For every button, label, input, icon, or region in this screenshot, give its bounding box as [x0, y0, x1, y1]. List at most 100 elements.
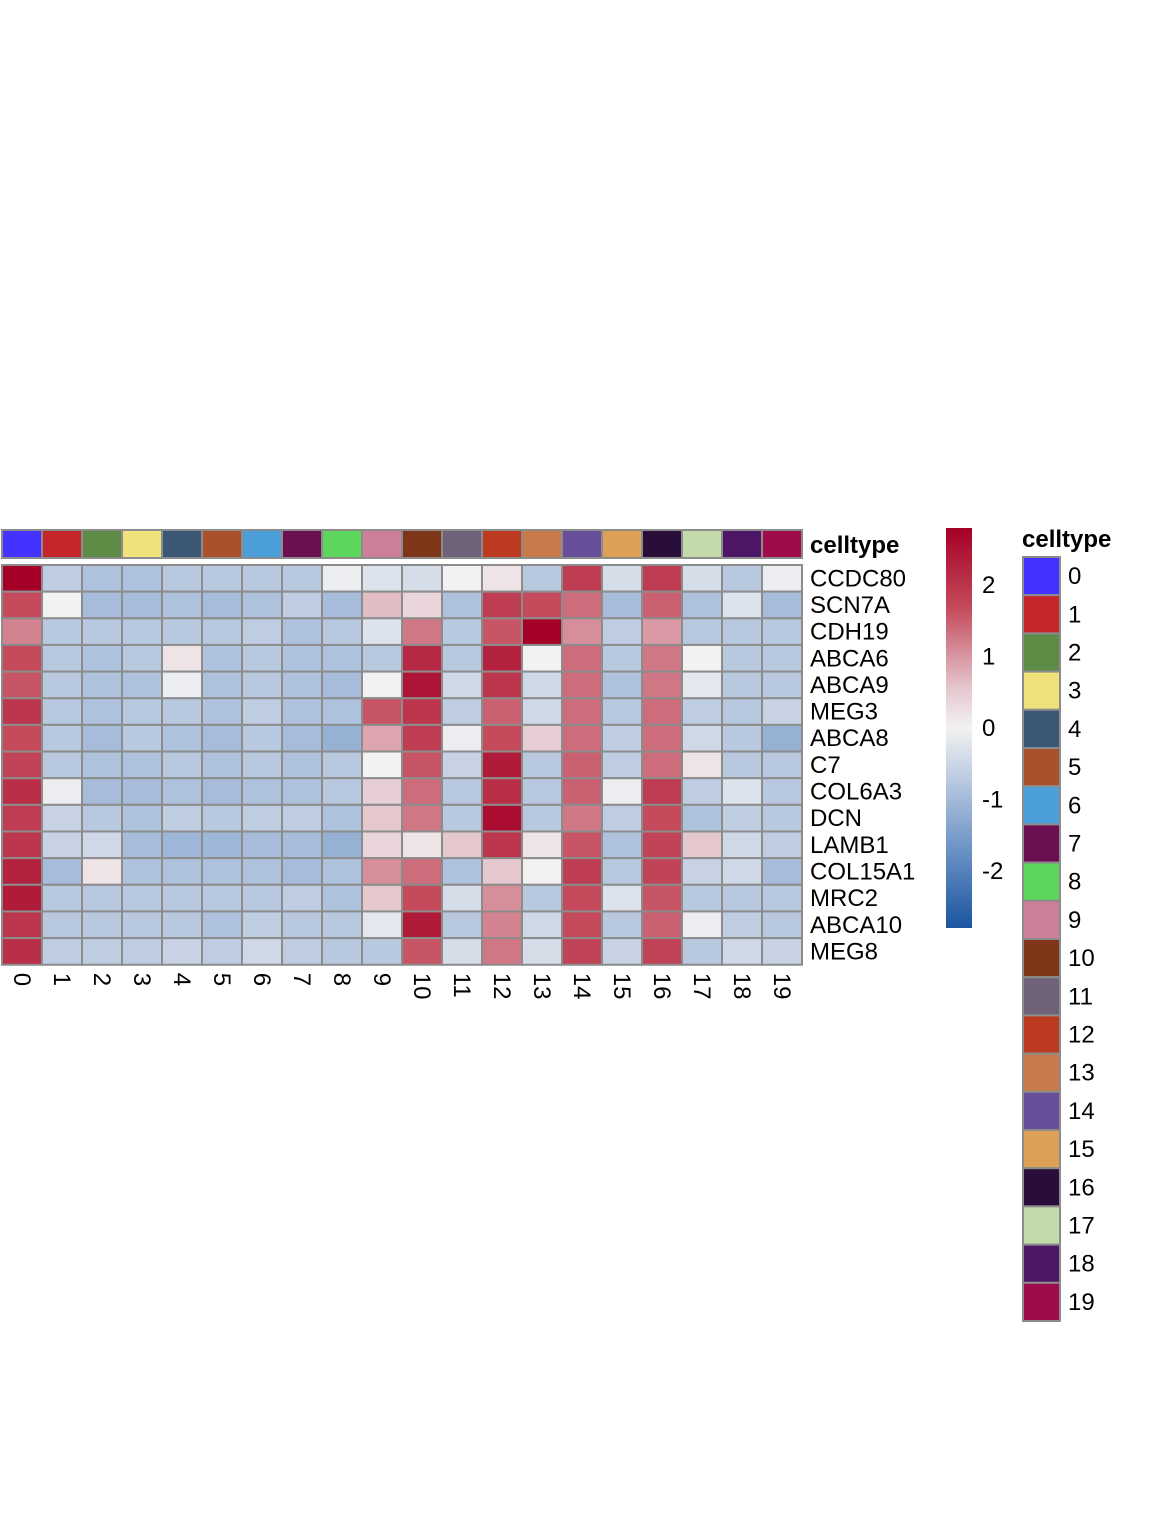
heatmap-cell	[641, 723, 683, 753]
heatmap-cell	[201, 564, 243, 593]
column-label-11: 11	[448, 973, 475, 998]
heatmap-cell	[321, 590, 363, 620]
heatmap-cell	[721, 857, 763, 886]
heatmap-cell	[681, 670, 723, 700]
annotation-title: celltype	[810, 532, 899, 559]
heatmap-cell	[161, 670, 203, 700]
heatmap-cell	[161, 564, 203, 593]
heatmap-cell	[241, 883, 283, 913]
heatmap-cell	[1, 643, 43, 673]
heatmap-cell	[201, 910, 243, 940]
heatmap-cell	[681, 777, 723, 806]
heatmap-cell	[441, 937, 483, 966]
heatmap-cell	[721, 883, 763, 913]
annotation-cell-15	[601, 529, 643, 559]
heatmap-cell	[761, 723, 803, 753]
colorbar-tick-label: -1	[982, 786, 1003, 813]
heatmap-cell	[401, 883, 443, 913]
heatmap-cell	[481, 937, 523, 966]
heatmap-cell	[361, 723, 403, 753]
heatmap-cell	[561, 697, 603, 726]
heatmap-cell	[81, 803, 123, 833]
heatmap-cell	[561, 564, 603, 593]
heatmap-cell	[561, 750, 603, 780]
legend-label-6: 6	[1068, 792, 1081, 819]
row-labels: CCDC80SCN7ACDH19ABCA6ABCA9MEG3ABCA8C7COL…	[810, 565, 915, 965]
annotation-cell-6	[241, 529, 283, 559]
heatmap-cell	[321, 777, 363, 806]
annotation-cell-8	[321, 529, 363, 559]
annotation-cell-19	[761, 529, 803, 559]
heatmap-cell	[441, 830, 483, 860]
heatmap-cell	[641, 937, 683, 966]
heatmap-cell	[1, 697, 43, 726]
heatmap-cell	[601, 697, 643, 726]
heatmap-cell	[561, 937, 603, 966]
heatmap-cell	[81, 750, 123, 780]
heatmap-cell	[1, 750, 43, 780]
row-label-col6a3: COL6A3	[810, 779, 902, 806]
heatmap-cell	[361, 643, 403, 673]
heatmap-cell	[481, 643, 523, 673]
heatmap-cell	[401, 590, 443, 620]
heatmap-cell	[601, 910, 643, 940]
legend-label-8: 8	[1068, 869, 1081, 896]
heatmap-cell	[361, 803, 403, 833]
heatmap-cell	[521, 617, 563, 646]
heatmap-cell	[401, 723, 443, 753]
heatmap-cell	[161, 910, 203, 940]
heatmap-cell	[321, 723, 363, 753]
heatmap-cell	[41, 937, 83, 966]
heatmap-cell	[681, 937, 723, 966]
heatmap-cell	[481, 670, 523, 700]
row-label-ccdc80: CCDC80	[810, 565, 906, 592]
row-label-abca9: ABCA9	[810, 672, 889, 699]
heatmap-cell	[721, 937, 763, 966]
legend-swatch-7	[1022, 823, 1061, 864]
heatmap-cell	[121, 643, 163, 673]
heatmap-cell	[601, 564, 643, 593]
heatmap-cell	[41, 670, 83, 700]
heatmap-cell	[161, 883, 203, 913]
legend-swatch-13	[1022, 1052, 1061, 1093]
heatmap-cell	[401, 617, 443, 646]
legend-swatch-4	[1022, 708, 1061, 749]
heatmap-cell	[81, 564, 123, 593]
heatmap-cell	[521, 750, 563, 780]
heatmap-cell	[441, 777, 483, 806]
heatmap-cell	[601, 590, 643, 620]
heatmap-cell	[721, 670, 763, 700]
heatmap-cell	[1, 830, 43, 860]
heatmap-cell	[41, 643, 83, 673]
heatmap-cell	[481, 883, 523, 913]
heatmap-cell	[721, 697, 763, 726]
heatmap-cell	[41, 803, 83, 833]
heatmap-cell	[441, 803, 483, 833]
heatmap-cell	[761, 910, 803, 940]
heatmap-cell	[401, 670, 443, 700]
heatmap-cell	[601, 777, 643, 806]
heatmap-cell	[761, 857, 803, 886]
heatmap-cell	[281, 723, 323, 753]
heatmap-cell	[121, 857, 163, 886]
column-label-18: 18	[728, 973, 755, 1000]
column-label-8: 8	[328, 973, 355, 986]
heatmap-cell	[641, 910, 683, 940]
heatmap-cell	[321, 643, 363, 673]
heatmap-cell	[361, 670, 403, 700]
annotation-cell-16	[641, 529, 683, 559]
heatmap-cell	[361, 777, 403, 806]
heatmap-cell	[361, 883, 403, 913]
heatmap-cell	[521, 857, 563, 886]
heatmap-cell	[281, 643, 323, 673]
annotation-cell-1	[41, 529, 83, 559]
heatmap-cell	[281, 937, 323, 966]
legend-label-7: 7	[1068, 831, 1081, 858]
legend-swatch-0	[1022, 556, 1061, 597]
colorbar-ticks: 2 1 0 -1 -2	[982, 572, 1003, 885]
heatmap-cell	[721, 803, 763, 833]
celltype-annotation-bar	[1, 529, 803, 559]
heatmap-cell	[681, 723, 723, 753]
legend-swatch-18	[1022, 1243, 1061, 1284]
heatmap-cell	[761, 777, 803, 806]
